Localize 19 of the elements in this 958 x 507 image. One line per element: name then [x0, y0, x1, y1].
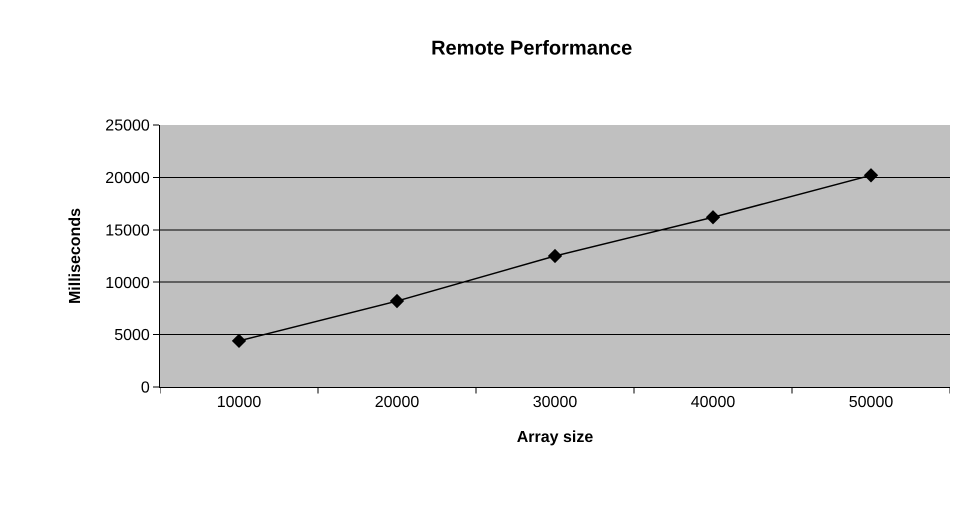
y-tick-label: 0 [140, 380, 150, 397]
point [390, 294, 404, 308]
x-tick-label: 10000 [216, 394, 262, 412]
y-tick-label: 10000 [105, 274, 150, 292]
y-tick-label: 25000 [105, 118, 150, 135]
x-tick-label: 40000 [690, 394, 736, 412]
point [548, 248, 562, 264]
chart-title: Remote Performance [431, 38, 632, 60]
x-axis-title: Array size [516, 428, 594, 446]
point [864, 168, 878, 182]
x-tick-label: 50000 [848, 394, 894, 412]
y-axis-title: Milliseconds [67, 208, 84, 304]
x-tick-label: 20000 [374, 394, 420, 412]
point [232, 334, 246, 348]
y-tick-label: 20000 [105, 170, 150, 187]
y-tick-label: 15000 [105, 222, 150, 240]
x-tick-label: 30000 [532, 394, 578, 412]
y-tick-label: 5000 [114, 327, 150, 344]
point [706, 210, 720, 224]
